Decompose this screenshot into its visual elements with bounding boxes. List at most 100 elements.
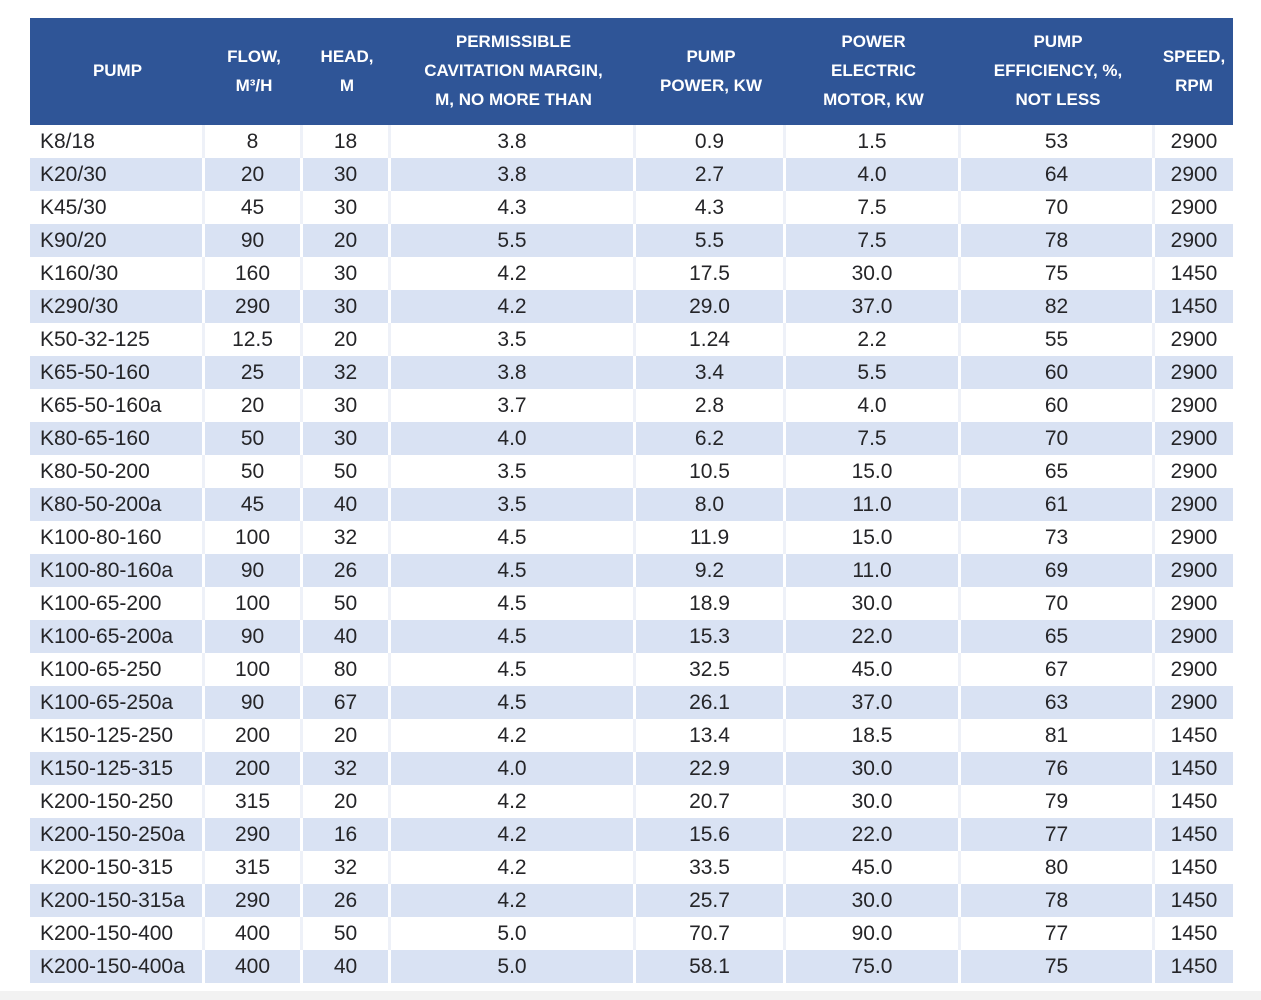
cell-pump: K80-65-160 [30,422,205,455]
cell-pump: K65-50-160a [30,389,205,422]
cell-flow: 50 [205,422,303,455]
cell-pump: K100-80-160a [30,554,205,587]
cell-cavitation: 5.5 [391,224,636,257]
cell-flow: 50 [205,455,303,488]
cell-pump_power: 13.4 [636,719,786,752]
table-row: K100-80-160a 90 26 4.5 9.2 11.0 69 2900 [30,554,1233,587]
cell-cavitation: 5.0 [391,917,636,950]
bottom-edge-shadow [0,991,1261,1000]
table-row: K290/30 290 30 4.2 29.0 37.0 82 1450 [30,290,1233,323]
table-row: K8/18 8 18 3.8 0.9 1.5 53 2900 [30,125,1233,158]
cell-head: 26 [303,554,391,587]
cell-motor_power: 15.0 [786,455,961,488]
cell-cavitation: 4.3 [391,191,636,224]
cell-head: 20 [303,785,391,818]
cell-speed: 1450 [1155,950,1233,983]
cell-motor_power: 2.2 [786,323,961,356]
cell-pump_power: 5.5 [636,224,786,257]
cell-efficiency: 75 [961,950,1155,983]
cell-cavitation: 3.8 [391,356,636,389]
cell-head: 18 [303,125,391,158]
cell-motor_power: 1.5 [786,125,961,158]
cell-pump: K200-150-315a [30,884,205,917]
cell-head: 20 [303,323,391,356]
cell-speed: 2900 [1155,356,1233,389]
cell-efficiency: 70 [961,587,1155,620]
cell-motor_power: 90.0 [786,917,961,950]
cell-flow: 45 [205,191,303,224]
cell-efficiency: 78 [961,224,1155,257]
cell-flow: 90 [205,224,303,257]
cell-pump: K90/20 [30,224,205,257]
cell-speed: 2900 [1155,422,1233,455]
cell-pump: K100-65-200a [30,620,205,653]
cell-pump_power: 4.3 [636,191,786,224]
cell-pump: K200-150-400a [30,950,205,983]
cell-head: 40 [303,488,391,521]
table-row: K20/30 20 30 3.8 2.7 4.0 64 2900 [30,158,1233,191]
cell-flow: 20 [205,389,303,422]
cell-flow: 290 [205,884,303,917]
cell-head: 50 [303,455,391,488]
cell-pump_power: 18.9 [636,587,786,620]
cell-flow: 400 [205,917,303,950]
cell-pump_power: 9.2 [636,554,786,587]
cell-pump_power: 70.7 [636,917,786,950]
cell-efficiency: 77 [961,818,1155,851]
cell-efficiency: 70 [961,191,1155,224]
cell-speed: 1450 [1155,818,1233,851]
cell-efficiency: 64 [961,158,1155,191]
column-header-pump: PUMP [30,18,205,125]
cell-flow: 200 [205,752,303,785]
cell-cavitation: 4.2 [391,818,636,851]
cell-motor_power: 18.5 [786,719,961,752]
table-row: K50-32-125 12.5 20 3.5 1.24 2.2 55 2900 [30,323,1233,356]
column-header-pump_power: PUMP POWER, KW [636,18,786,125]
cell-cavitation: 4.5 [391,620,636,653]
cell-head: 30 [303,257,391,290]
cell-pump_power: 29.0 [636,290,786,323]
cell-pump_power: 1.24 [636,323,786,356]
header-row: PUMP FLOW, M³/H HEAD, M PERMISSIBLE CAVITAT… [30,18,1233,125]
table-row: K200-150-250a 290 16 4.2 15.6 22.0 77 1450 [30,818,1233,851]
cell-speed: 2900 [1155,323,1233,356]
cell-speed: 1450 [1155,719,1233,752]
cell-head: 40 [303,950,391,983]
cell-speed: 2900 [1155,224,1233,257]
column-header-motor_power: POWER ELECTRIC MOTOR, KW [786,18,961,125]
cell-efficiency: 65 [961,620,1155,653]
cell-cavitation: 4.2 [391,851,636,884]
cell-motor_power: 30.0 [786,257,961,290]
table-row: K200-150-400a 400 40 5.0 58.1 75.0 75 1450 [30,950,1233,983]
cell-pump_power: 11.9 [636,521,786,554]
cell-efficiency: 67 [961,653,1155,686]
cell-pump_power: 25.7 [636,884,786,917]
cell-speed: 2900 [1155,455,1233,488]
cell-efficiency: 82 [961,290,1155,323]
cell-cavitation: 3.8 [391,125,636,158]
cell-motor_power: 75.0 [786,950,961,983]
cell-pump_power: 17.5 [636,257,786,290]
cell-pump_power: 8.0 [636,488,786,521]
cell-efficiency: 77 [961,917,1155,950]
cell-pump_power: 10.5 [636,455,786,488]
cell-head: 50 [303,587,391,620]
cell-pump_power: 58.1 [636,950,786,983]
cell-speed: 1450 [1155,884,1233,917]
cell-cavitation: 4.2 [391,785,636,818]
cell-head: 30 [303,191,391,224]
table-row: K80-50-200 50 50 3.5 10.5 15.0 65 2900 [30,455,1233,488]
cell-pump: K8/18 [30,125,205,158]
cell-flow: 20 [205,158,303,191]
column-header-head: HEAD, M [303,18,391,125]
cell-motor_power: 15.0 [786,521,961,554]
column-header-efficiency: PUMP EFFICIENCY, %, NOT LESS [961,18,1155,125]
cell-pump: K160/30 [30,257,205,290]
cell-flow: 25 [205,356,303,389]
cell-flow: 315 [205,851,303,884]
cell-pump_power: 6.2 [636,422,786,455]
cell-motor_power: 4.0 [786,389,961,422]
cell-pump: K200-150-250a [30,818,205,851]
cell-speed: 1450 [1155,752,1233,785]
cell-speed: 2900 [1155,488,1233,521]
